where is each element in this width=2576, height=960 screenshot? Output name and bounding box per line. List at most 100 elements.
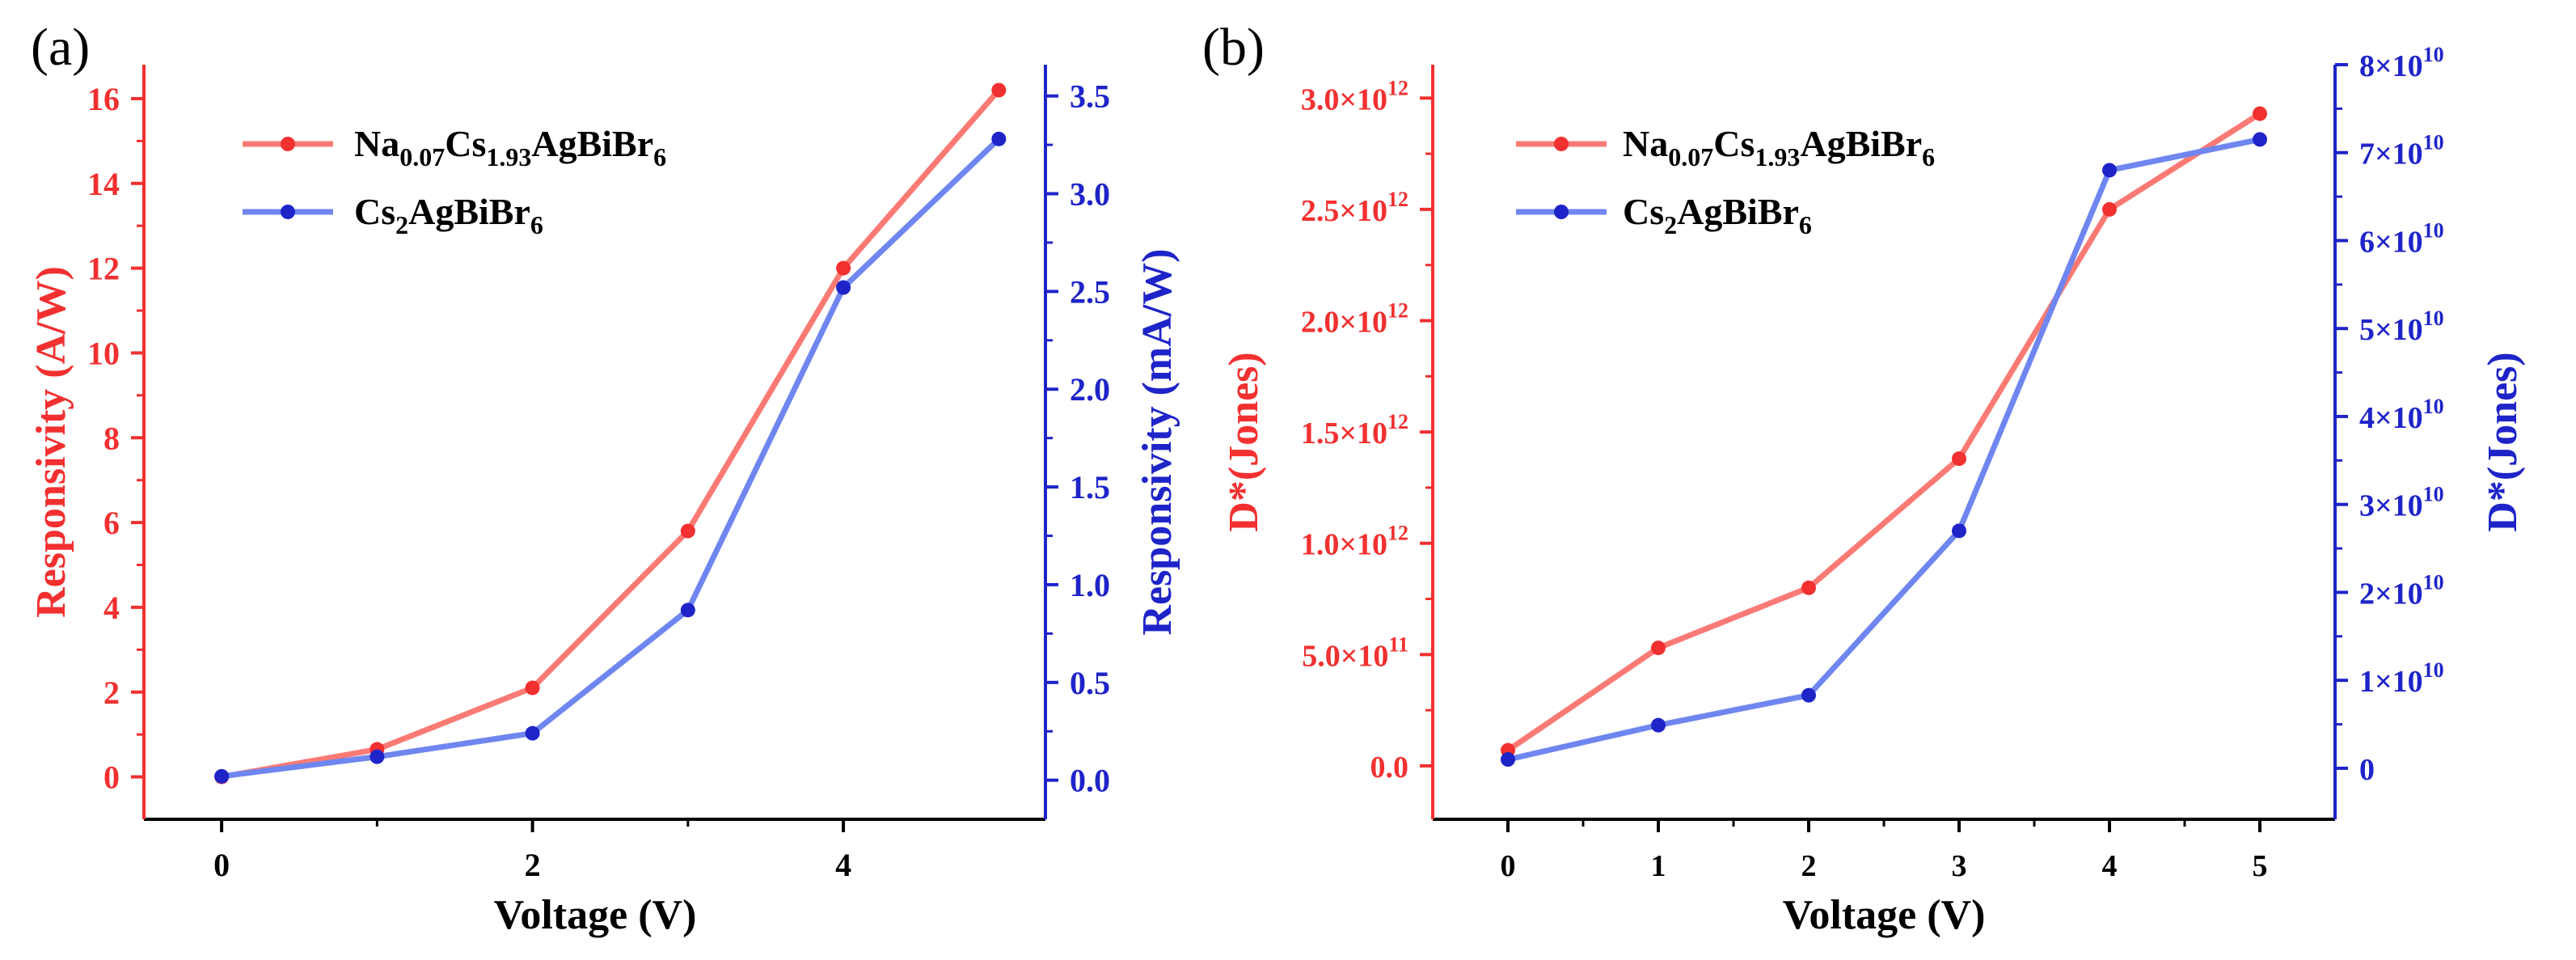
left-y-tick-label: 3.0×1012	[1301, 76, 1408, 116]
left-y-tick-label: 10	[87, 335, 120, 371]
right-y-tick-label: 3.5	[1070, 78, 1110, 115]
series-line-cs2agbibr6	[221, 137, 1001, 780]
legend-text: Cs	[354, 191, 395, 232]
data-point-na-doped	[1651, 641, 1666, 656]
right-y-tick-label: 2×1010	[2359, 570, 2444, 611]
x-tick-label: 4	[2102, 849, 2118, 883]
x-tick-label: 3	[1952, 849, 1967, 883]
left-y-tick-label: 5.0×1011	[1302, 632, 1408, 673]
tick-mantissa: 5.0×10	[1302, 639, 1388, 673]
legend-entry: Cs2AgBiBr6	[1623, 191, 1812, 239]
x-tick-label: 4	[835, 847, 851, 883]
legend-entry: Na0.07Cs1.93AgBiBr6	[1623, 123, 1935, 171]
series-line-na-doped	[221, 88, 1001, 780]
right-y-tick-label: 6×1010	[2359, 218, 2444, 259]
tick-mantissa: 2.5×10	[1301, 194, 1387, 228]
data-point-cs2agbibr6	[525, 725, 540, 741]
x-tick-label: 0	[1501, 849, 1516, 883]
legend-subscript: 6	[1922, 142, 1935, 171]
tick-exponent: 10	[2423, 43, 2444, 66]
legend-text: Cs	[445, 123, 486, 164]
tick-mantissa: 2×10	[2359, 577, 2423, 611]
legend-subscript: 6	[1799, 210, 1812, 239]
data-point-na-doped	[836, 260, 851, 276]
legend-text: AgBiBr	[1677, 191, 1799, 232]
right-y-tick-label: 8×1010	[2359, 43, 2444, 83]
tick-exponent: 10	[2423, 658, 2444, 682]
chart-panel-a: (a) 0 2 4 0 2 4 6 8 10 12 14 16 0.0 0.5 1.0 1.5 2.0 2.5 3.0…	[28, 18, 1180, 938]
legend-text: Na	[354, 123, 399, 164]
tick-mantissa: 4×10	[2359, 401, 2423, 435]
legend-subscript: 0.07	[399, 142, 445, 171]
tick-mantissa: 2.0×10	[1301, 306, 1387, 340]
data-point-na-doped	[991, 82, 1007, 98]
left-y-tick-label: 2.0×1012	[1301, 299, 1408, 340]
data-point-cs2agbibr6	[370, 749, 385, 764]
data-point-na-doped	[1801, 580, 1816, 595]
tick-exponent: 10	[2423, 570, 2444, 594]
left-y-axis-title: D*(Jones)	[1221, 352, 1267, 531]
legend-subscript: 6	[530, 210, 543, 239]
left-y-tick-label: 1.5×1012	[1301, 410, 1408, 450]
tick-exponent: 12	[1387, 410, 1408, 433]
tick-mantissa: 1.5×10	[1301, 417, 1387, 450]
tick-mantissa: 0	[2359, 753, 2375, 787]
x-tick-label: 2	[1801, 849, 1817, 883]
panel-label: (b)	[1202, 18, 1265, 77]
left-y-tick-label: 6	[103, 505, 120, 541]
left-y-tick-label: 16	[87, 81, 120, 117]
x-axis-title: Voltage (V)	[494, 892, 697, 938]
left-y-tick-label: 2.5×1012	[1301, 188, 1408, 228]
legend-text: AgBiBr	[408, 191, 530, 232]
data-point-cs2agbibr6	[836, 280, 851, 295]
data-point-cs2agbibr6	[991, 131, 1007, 146]
data-point-cs2agbibr6	[1801, 687, 1816, 703]
legend-subscript: 2	[395, 210, 408, 239]
tick-mantissa: 1.0×10	[1301, 528, 1387, 562]
data-point-cs2agbibr6	[1651, 717, 1666, 733]
tick-mantissa: 8×10	[2359, 49, 2423, 83]
tick-mantissa: 7×10	[2359, 137, 2423, 171]
legend-marker	[281, 137, 295, 151]
legend-subscript: 2	[1664, 210, 1677, 239]
data-point-cs2agbibr6	[2253, 132, 2267, 147]
right-y-tick-label: 1.5	[1070, 469, 1110, 505]
series-line-cs2agbibr6	[1507, 137, 2261, 763]
right-y-axis-title: D*(Jones)	[2480, 352, 2526, 531]
tick-exponent: 10	[2423, 131, 2444, 154]
legend-subscript: 0.07	[1668, 142, 1713, 171]
legend-text: AgBiBr	[531, 123, 653, 164]
data-point-cs2agbibr6	[1952, 523, 1966, 539]
right-y-tick-label: 4×1010	[2359, 395, 2444, 435]
tick-mantissa: 6×10	[2359, 225, 2423, 259]
tick-exponent: 12	[1387, 76, 1408, 99]
legend-text: Na	[1623, 123, 1668, 164]
legend-marker	[281, 205, 295, 219]
legend-subscript: 6	[653, 142, 666, 171]
x-tick-label: 2	[525, 847, 541, 883]
legend-entry: Na0.07Cs1.93AgBiBr6	[354, 123, 666, 171]
tick-exponent: 12	[1387, 299, 1408, 323]
right-y-tick-label: 2.0	[1070, 371, 1110, 408]
left-y-tick-label: 0	[103, 759, 120, 796]
chart-panel-b: (b)0 1 2 3 4 50.05.0×10111.0×10121.5×10122.0×…	[1202, 18, 2526, 938]
legend-marker	[1554, 137, 1569, 151]
right-y-tick-label: 1×1010	[2359, 658, 2444, 699]
legend-marker	[1554, 205, 1569, 219]
left-y-tick-label: 14	[87, 166, 120, 202]
data-point-cs2agbibr6	[2102, 163, 2117, 178]
left-y-tick-label: 12	[87, 251, 120, 287]
right-y-tick-label: 0.0	[1070, 763, 1110, 799]
tick-exponent: 10	[2423, 218, 2444, 242]
legend-text: Cs	[1623, 191, 1664, 232]
right-y-axis-title: Responsivity (mA/W)	[1134, 248, 1180, 635]
tick-mantissa: 5×10	[2359, 313, 2423, 347]
tick-exponent: 11	[1388, 632, 1408, 656]
right-y-tick-label: 3.0	[1070, 176, 1110, 213]
panel-label: (a)	[31, 18, 90, 77]
tick-mantissa: 1×10	[2359, 665, 2423, 699]
data-point-na-doped	[1952, 451, 1966, 467]
tick-mantissa: 3×10	[2359, 489, 2423, 523]
series-line-na-doped	[1506, 111, 2261, 753]
